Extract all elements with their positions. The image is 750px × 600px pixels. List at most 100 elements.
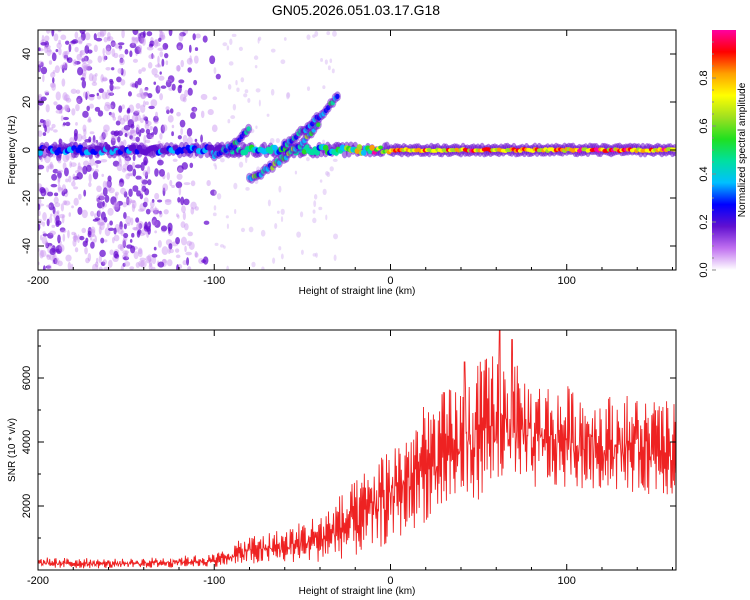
noise-point bbox=[66, 107, 71, 113]
y-tick-label: 4000 bbox=[21, 430, 33, 454]
noise-point bbox=[104, 101, 111, 107]
noise-point bbox=[158, 211, 163, 218]
noise-point bbox=[46, 264, 52, 270]
noise-point bbox=[81, 58, 86, 62]
noise-point bbox=[122, 240, 127, 249]
noise-point bbox=[157, 240, 162, 248]
noise-point bbox=[131, 161, 136, 170]
noise-point bbox=[38, 60, 44, 66]
carrier-point bbox=[314, 149, 320, 156]
noise-point bbox=[193, 107, 197, 114]
noise-point bbox=[38, 47, 41, 52]
noise-point bbox=[138, 208, 145, 212]
noise-point bbox=[234, 208, 237, 214]
noise-point bbox=[75, 122, 78, 126]
noise-point bbox=[238, 46, 243, 52]
x-tick-label: 100 bbox=[558, 275, 576, 287]
noise-point bbox=[140, 94, 146, 100]
noise-point bbox=[107, 104, 114, 109]
noise-point bbox=[124, 49, 129, 55]
noise-point bbox=[172, 158, 178, 162]
noise-point bbox=[71, 205, 74, 209]
noise-point bbox=[220, 157, 225, 163]
noise-point bbox=[225, 215, 229, 219]
noise-point bbox=[206, 180, 211, 187]
y-tick-label: 2000 bbox=[21, 494, 33, 518]
noise-point bbox=[258, 99, 261, 107]
noise-point bbox=[73, 197, 79, 206]
noise-point bbox=[207, 109, 214, 116]
noise-point bbox=[150, 99, 158, 107]
noise-point bbox=[87, 59, 93, 64]
noise-point bbox=[108, 187, 115, 194]
noise-point bbox=[68, 43, 72, 53]
noise-point bbox=[56, 42, 62, 49]
y-tick-label: 20 bbox=[21, 96, 33, 108]
noise-point bbox=[62, 200, 68, 206]
noise-point bbox=[95, 37, 103, 42]
noise-point bbox=[47, 49, 53, 53]
noise-point bbox=[112, 202, 120, 211]
snr-x-label: Height of straight line (km) bbox=[299, 586, 416, 597]
noise-point bbox=[216, 193, 222, 200]
noise-point bbox=[94, 261, 99, 268]
noise-point bbox=[182, 211, 186, 221]
noise-point bbox=[39, 249, 44, 259]
noise-point bbox=[140, 188, 143, 195]
noise-point bbox=[233, 182, 238, 190]
noise-point bbox=[61, 214, 65, 224]
noise-point bbox=[167, 247, 171, 255]
noise-point bbox=[130, 217, 134, 226]
noise-point bbox=[56, 169, 64, 173]
noise-point bbox=[123, 233, 129, 239]
noise-point bbox=[38, 203, 41, 211]
noise-point bbox=[195, 33, 201, 39]
noise-point bbox=[151, 53, 154, 59]
spectrogram-marks bbox=[38, 30, 676, 270]
noise-point bbox=[175, 181, 183, 189]
noise-point bbox=[254, 64, 258, 69]
noise-point bbox=[143, 92, 149, 96]
noise-point bbox=[151, 219, 158, 226]
noise-point bbox=[280, 59, 286, 65]
noise-point bbox=[52, 168, 59, 174]
noise-point bbox=[181, 162, 188, 170]
noise-point bbox=[98, 195, 105, 201]
noise-point bbox=[144, 87, 149, 91]
noise-point bbox=[57, 186, 63, 191]
noise-point bbox=[187, 136, 193, 145]
noise-point bbox=[194, 252, 199, 258]
noise-point bbox=[228, 61, 234, 66]
noise-point bbox=[65, 121, 71, 127]
noise-point bbox=[92, 135, 96, 143]
noise-point bbox=[77, 162, 81, 171]
noise-point bbox=[137, 77, 142, 86]
noise-point bbox=[49, 248, 56, 256]
noise-point bbox=[151, 199, 155, 203]
noise-point bbox=[54, 257, 60, 266]
noise-point bbox=[232, 103, 237, 111]
carrier-point bbox=[356, 144, 363, 151]
spectrogram-x-label: Height of straight line (km) bbox=[299, 286, 416, 297]
noise-point bbox=[141, 179, 148, 185]
noise-point bbox=[47, 191, 54, 197]
noise-point bbox=[158, 37, 162, 42]
noise-point bbox=[119, 179, 123, 184]
noise-point bbox=[155, 85, 161, 94]
noise-point bbox=[86, 164, 92, 173]
carrier-point bbox=[38, 149, 43, 156]
noise-point bbox=[58, 47, 62, 56]
snr-y-label: SNR (10 * v/v) bbox=[7, 418, 18, 482]
noise-point bbox=[101, 173, 105, 177]
noise-point bbox=[149, 125, 153, 131]
noise-point bbox=[137, 44, 143, 51]
noise-point bbox=[139, 257, 146, 261]
noise-point bbox=[106, 36, 111, 42]
noise-point bbox=[93, 33, 97, 41]
noise-point bbox=[147, 254, 152, 262]
noise-point bbox=[140, 162, 145, 172]
noise-point bbox=[46, 47, 52, 57]
noise-point bbox=[117, 68, 123, 74]
y-tick-label: -20 bbox=[21, 190, 33, 206]
noise-point bbox=[64, 40, 70, 45]
